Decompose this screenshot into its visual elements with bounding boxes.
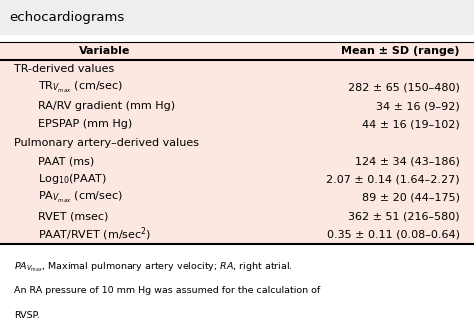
Text: Log$_{10}$(PAAT): Log$_{10}$(PAAT): [38, 172, 107, 186]
Text: 2.07 ± 0.14 (1.64–2.27): 2.07 ± 0.14 (1.64–2.27): [326, 174, 460, 184]
Text: 89 ± 20 (44–175): 89 ± 20 (44–175): [362, 193, 460, 203]
Bar: [0, 42, 474, 244]
Text: TR-derived values: TR-derived values: [14, 65, 114, 75]
Text: 362 ± 51 (216–580): 362 ± 51 (216–580): [348, 211, 460, 221]
Text: EPSPAP (mm Hg): EPSPAP (mm Hg): [38, 120, 132, 129]
Text: PA$_{V_{max}}$ (cm/sec): PA$_{V_{max}}$ (cm/sec): [38, 190, 123, 205]
Text: $\mathit{PA}_{\mathit{V}_{max}}$, Maximal pulmonary artery velocity; $\mathit{RA: $\mathit{PA}_{\mathit{V}_{max}}$, Maxima…: [14, 260, 293, 274]
Text: TR$_{V_{max}}$ (cm/sec): TR$_{V_{max}}$ (cm/sec): [38, 80, 123, 95]
Text: Pulmonary artery–derived values: Pulmonary artery–derived values: [14, 138, 199, 148]
Text: RVET (msec): RVET (msec): [38, 211, 108, 221]
Text: PAAT/RVET (m/sec$^{2}$): PAAT/RVET (m/sec$^{2}$): [38, 226, 151, 243]
Text: An RA pressure of 10 mm Hg was assumed for the calculation of: An RA pressure of 10 mm Hg was assumed f…: [14, 286, 320, 295]
Text: 44 ± 16 (19–102): 44 ± 16 (19–102): [362, 120, 460, 129]
Text: Mean ± SD (range): Mean ± SD (range): [341, 46, 460, 56]
Text: 0.35 ± 0.11 (0.08–0.64): 0.35 ± 0.11 (0.08–0.64): [327, 229, 460, 240]
Text: Variable: Variable: [79, 46, 130, 56]
Text: 124 ± 34 (43–186): 124 ± 34 (43–186): [355, 156, 460, 166]
Text: PAAT (ms): PAAT (ms): [38, 156, 94, 166]
Text: 34 ± 16 (9–92): 34 ± 16 (9–92): [376, 101, 460, 111]
Bar: [0, 0, 474, 35]
Text: 282 ± 65 (150–480): 282 ± 65 (150–480): [348, 83, 460, 93]
Text: RVSP.: RVSP.: [14, 311, 40, 320]
Text: echocardiograms: echocardiograms: [9, 11, 125, 24]
Text: RA/RV gradient (mm Hg): RA/RV gradient (mm Hg): [38, 101, 175, 111]
